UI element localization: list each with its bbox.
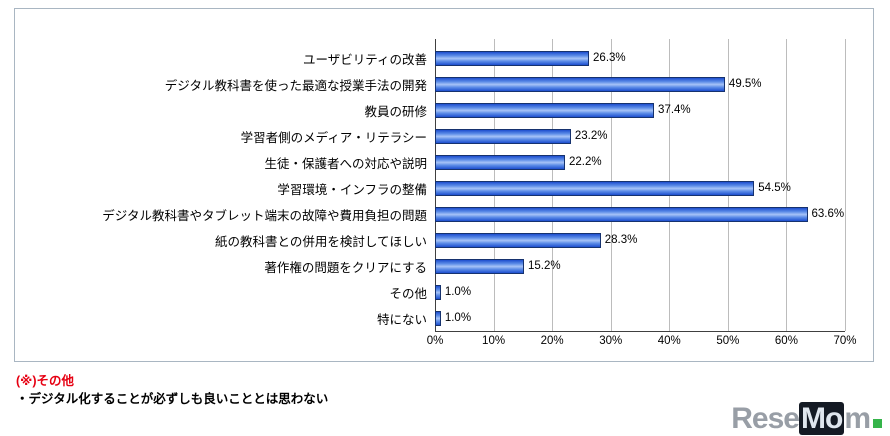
x-tick-label: 20% (540, 335, 564, 347)
value-label: 54.5% (758, 182, 791, 194)
x-tick-label: 70% (833, 335, 857, 347)
bar (435, 180, 755, 196)
bar-row: 紙の教科書との併用を検討してほしい 28.3% (15, 227, 873, 253)
logo-text-mid: Mo (798, 402, 845, 435)
bar (435, 206, 808, 222)
gridline (786, 39, 788, 331)
bar (435, 258, 525, 274)
bar-track: 37.4% (435, 97, 845, 123)
resemom-logo: ReseMom (731, 402, 882, 435)
x-tick-label: 10% (482, 335, 506, 347)
bar (435, 76, 725, 92)
bar (435, 102, 655, 118)
value-label: 23.2% (574, 130, 608, 142)
value-label: 26.3% (593, 52, 626, 64)
value-label: 49.5% (728, 78, 762, 90)
value-label: 37.4% (658, 104, 691, 116)
bar-row: 生徒・保護者への対応や説明 22.2% (15, 149, 873, 175)
bar-track: 49.5% (435, 71, 845, 97)
value-label: 1.0% (444, 286, 472, 298)
bar-row: デジタル教科書やタブレット端末の故障や費用負担の問題 63.6% (15, 201, 873, 227)
category-label: 生徒・保護者への対応や説明 (264, 156, 427, 171)
bar-track: 22.2% (435, 149, 845, 175)
bar (435, 128, 571, 144)
category-label: デジタル教科書やタブレット端末の故障や費用負担の問題 (102, 208, 427, 223)
category-label: 特にない (376, 312, 427, 327)
value-label: 63.6% (811, 208, 845, 220)
value-label: 28.3% (604, 234, 638, 246)
bar-rows: ユーザビリティの改善 26.3% デジタル教科書を使った最適な授業手法の開発 49.5… (15, 45, 873, 331)
bar-row: その他 1.0% (15, 279, 873, 305)
footnotes: (※)その他 ・デジタル化することが必ずしも良いこととは思わない (16, 372, 328, 408)
category-label: 学習環境・インフラの整備 (277, 182, 427, 197)
category-label: デジタル教科書を使った最適な授業手法の開発 (164, 78, 427, 93)
bar-row: デジタル教科書を使った最適な授業手法の開発 49.5% (15, 71, 873, 97)
footnote-line: ・デジタル化することが必ずしも良いこととは思わない (16, 392, 329, 406)
x-tick-label: 30% (599, 335, 623, 347)
bar-row: 著作権の問題をクリアにする 15.2% (15, 253, 873, 279)
category-label: その他 (389, 286, 427, 301)
x-axis-ticks: 0% 10% 20% 30% 40% 50% 60% 70% (427, 335, 857, 353)
category-label: 紙の教科書との併用を検討してほしい (214, 234, 427, 249)
bar-track: 1.0% (435, 305, 845, 331)
bar-track: 23.2% (435, 123, 845, 149)
bar-track: 54.5% (435, 175, 845, 201)
footnote-title: (※)その他 (16, 374, 74, 388)
chart-frame: ユーザビリティの改善 26.3% デジタル教科書を使った最適な授業手法の開発 49.5… (14, 8, 874, 362)
x-tick-label: 50% (716, 335, 740, 347)
category-label: 学習者側のメディア・リテラシー (240, 130, 427, 145)
bar-track: 28.3% (435, 227, 845, 253)
bar (435, 232, 601, 248)
x-tick-label: 60% (774, 335, 798, 347)
bar-track: 63.6% (435, 201, 845, 227)
bar-row: 学習環境・インフラの整備 54.5% (15, 175, 873, 201)
bar-row: 学習者側のメディア・リテラシー 23.2% (15, 123, 873, 149)
bar (435, 284, 441, 300)
x-tick-label: 0% (426, 335, 444, 347)
bar-row: ユーザビリティの改善 26.3% (15, 45, 873, 71)
value-label: 22.2% (569, 156, 602, 168)
category-label: 著作権の問題をクリアにする (264, 260, 427, 275)
bar (435, 50, 590, 66)
logo-text-tail: m (844, 402, 871, 435)
value-label: 15.2% (528, 260, 561, 272)
bar-track: 15.2% (435, 253, 845, 279)
bar (435, 310, 441, 326)
logo-text-rese: Rese (731, 402, 800, 435)
bar (435, 154, 566, 170)
gridline (845, 39, 846, 331)
category-label: ユーザビリティの改善 (302, 52, 427, 67)
category-label: 教員の研修 (364, 104, 427, 119)
bar-track: 26.3% (435, 45, 845, 71)
bar-row: 教員の研修 37.4% (15, 97, 873, 123)
x-tick-label: 40% (657, 335, 681, 347)
value-label: 1.0% (444, 312, 472, 324)
bar-track: 1.0% (435, 279, 845, 305)
logo-green-accent-icon (873, 419, 882, 428)
bar-row: 特にない 1.0% (15, 305, 873, 331)
